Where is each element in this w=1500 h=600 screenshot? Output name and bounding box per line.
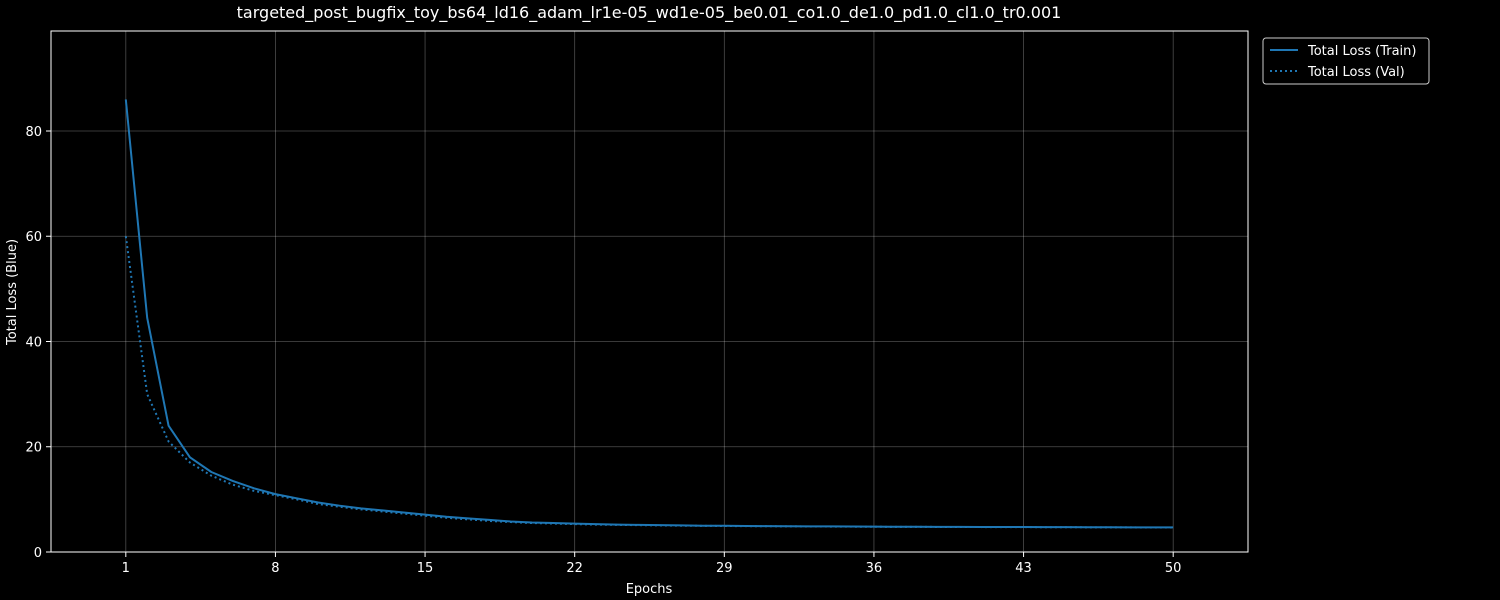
y-tick-label: 40 <box>25 335 42 350</box>
series-line-val <box>124 236 1174 529</box>
x-tick-label: 15 <box>417 561 434 576</box>
x-axis-label: Epochs <box>626 582 673 597</box>
plot-frame <box>50 30 1249 553</box>
x-tick-label: 8 <box>271 561 279 576</box>
grid <box>51 31 1248 553</box>
x-tick-label: 1 <box>122 561 130 576</box>
series-layer <box>124 99 1174 529</box>
x-tick-label: 29 <box>716 561 733 576</box>
y-tick-label: 0 <box>34 546 42 561</box>
legend-label-val: Total Loss (Val) <box>1307 65 1405 80</box>
series-line-train <box>124 99 1174 529</box>
legend-label-train: Total Loss (Train) <box>1307 44 1416 59</box>
chart-title: targeted_post_bugfix_toy_bs64_ld16_adam_… <box>237 3 1062 23</box>
legend-box <box>1262 37 1430 85</box>
x-tick-label: 43 <box>1015 561 1032 576</box>
legend: Total Loss (Train) Total Loss (Val) <box>1262 37 1430 85</box>
x-tick-label: 36 <box>866 561 883 576</box>
y-tick-label: 80 <box>25 125 42 140</box>
x-tick-label: 50 <box>1165 561 1182 576</box>
y-tick-label: 60 <box>25 230 42 245</box>
ticks: 1 8 15 22 29 36 43 50 0 20 40 60 80 <box>25 125 1181 576</box>
y-axis-label: Total Loss (Blue) <box>5 239 20 346</box>
x-tick-label: 22 <box>566 561 583 576</box>
y-tick-label: 20 <box>25 441 42 456</box>
